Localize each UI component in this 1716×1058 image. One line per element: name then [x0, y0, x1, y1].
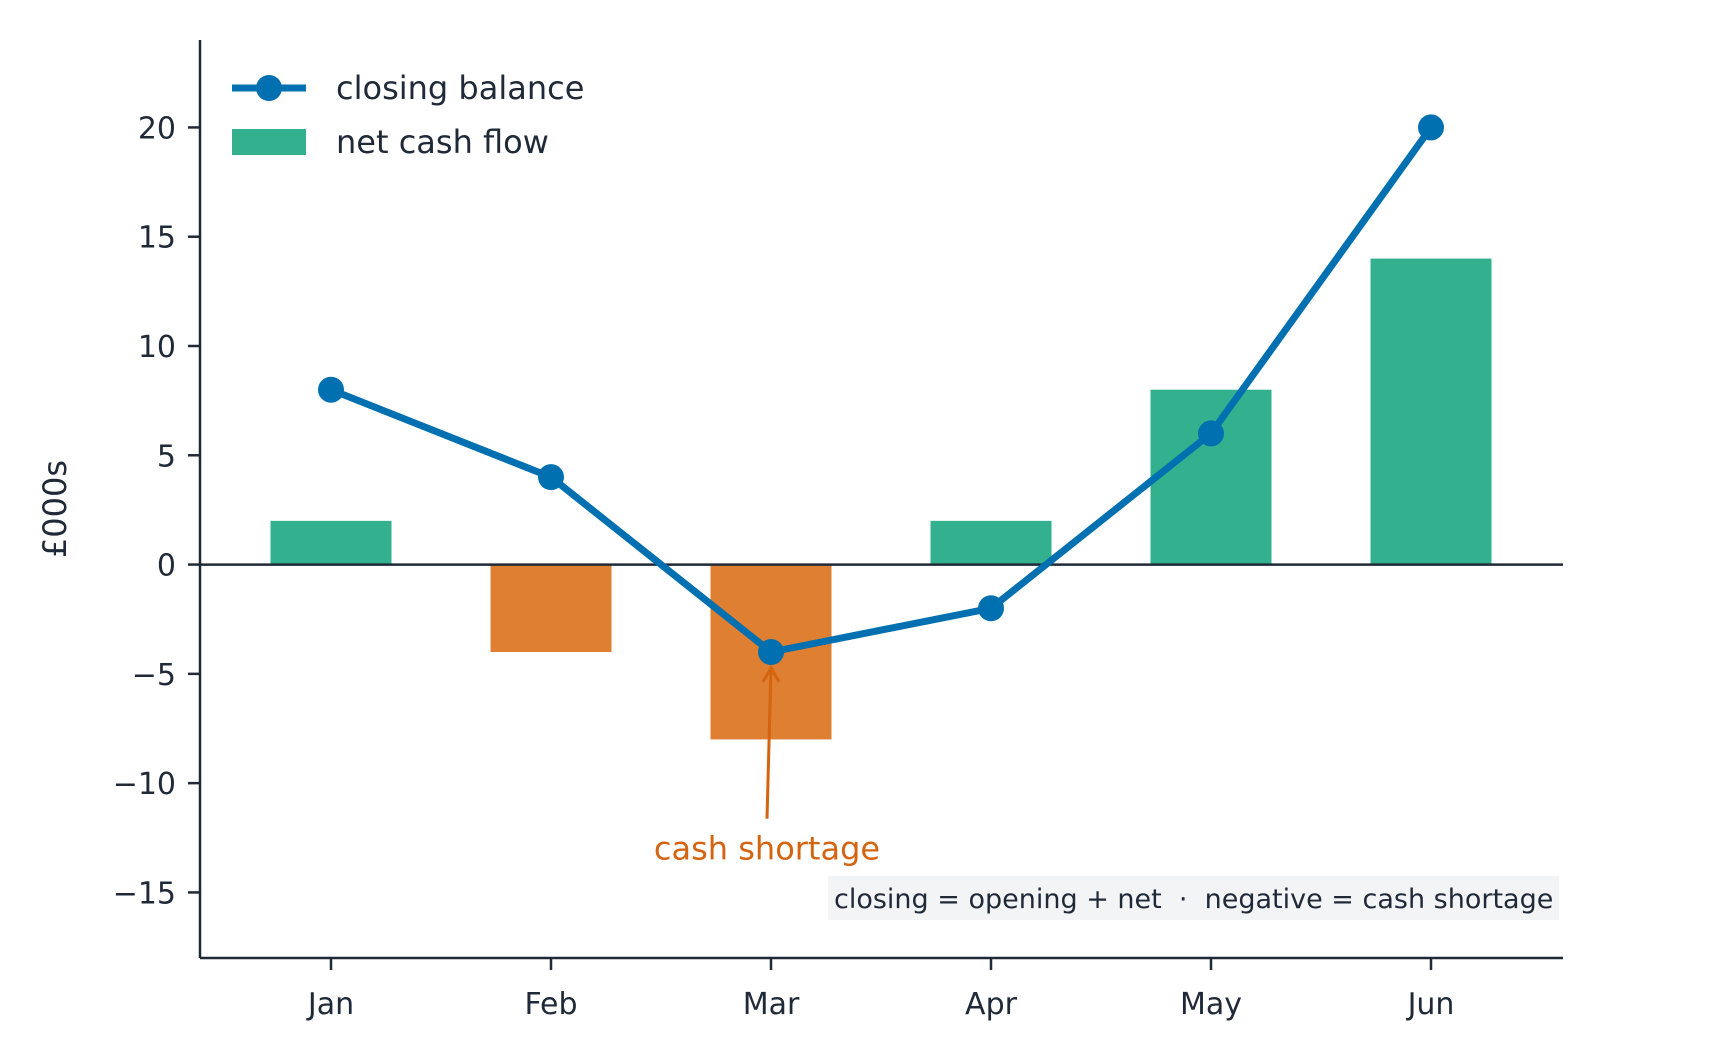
- note-text: closing = opening + net · negative = cas…: [834, 884, 1553, 915]
- y-tick-label: 10: [138, 330, 176, 365]
- annotation-label: cash shortage: [654, 830, 880, 868]
- note-background: [828, 876, 1560, 920]
- closing-balance-point-jun: [1418, 114, 1444, 141]
- closing-balance-point-feb: [538, 464, 564, 491]
- x-tick-label: Jan: [306, 987, 354, 1022]
- bar-jan: [270, 520, 392, 565]
- y-tick-label: −15: [113, 876, 176, 911]
- closing-balance-point-mar: [758, 639, 784, 665]
- legend-label-net-cash-flow: net cash flow: [336, 123, 549, 161]
- bar-may: [1150, 389, 1272, 565]
- y-tick-label: 0: [157, 549, 176, 584]
- bars-layer: [270, 258, 1492, 740]
- y-tick-label: 20: [138, 111, 176, 146]
- line-layer: [318, 114, 1444, 665]
- note-layer: closing = opening + net · negative = cas…: [828, 876, 1560, 920]
- legend-label-closing-balance: closing balance: [336, 69, 584, 107]
- closing-balance-point-apr: [978, 595, 1004, 622]
- bar-apr: [930, 520, 1052, 565]
- x-tick-label: Feb: [524, 987, 577, 1022]
- closing-balance-point-may: [1198, 420, 1224, 447]
- bar-feb: [490, 564, 612, 652]
- bar-jun: [1370, 258, 1492, 565]
- y-axis-label: £000s: [36, 460, 74, 558]
- legend-line-marker: [256, 75, 282, 101]
- x-tick-label: Apr: [965, 987, 1018, 1022]
- y-tick-label: 15: [138, 221, 176, 256]
- annotation-arrow-shaft: [765, 667, 773, 819]
- legend-bar-swatch: [232, 129, 306, 155]
- annotation-arrow-head: [761, 664, 781, 683]
- y-tick-label: 5: [157, 439, 176, 474]
- y-tick-label: −10: [113, 767, 176, 802]
- closing-balance-line: [329, 125, 1434, 656]
- x-tick-label: Mar: [743, 987, 800, 1022]
- annotation-layer: cash shortage: [654, 664, 880, 868]
- x-tick-label: Jun: [1406, 987, 1455, 1022]
- x-tick-label: May: [1180, 987, 1242, 1022]
- y-tick-label: −5: [132, 658, 176, 693]
- legend-layer: closing balance net cash flow: [232, 69, 584, 161]
- axes-layer: 20 15 10 5 0 −5 −10 −15 Jan Feb Mar Apr May Jun £000s: [36, 40, 1563, 1022]
- closing-balance-point-jan: [318, 376, 344, 403]
